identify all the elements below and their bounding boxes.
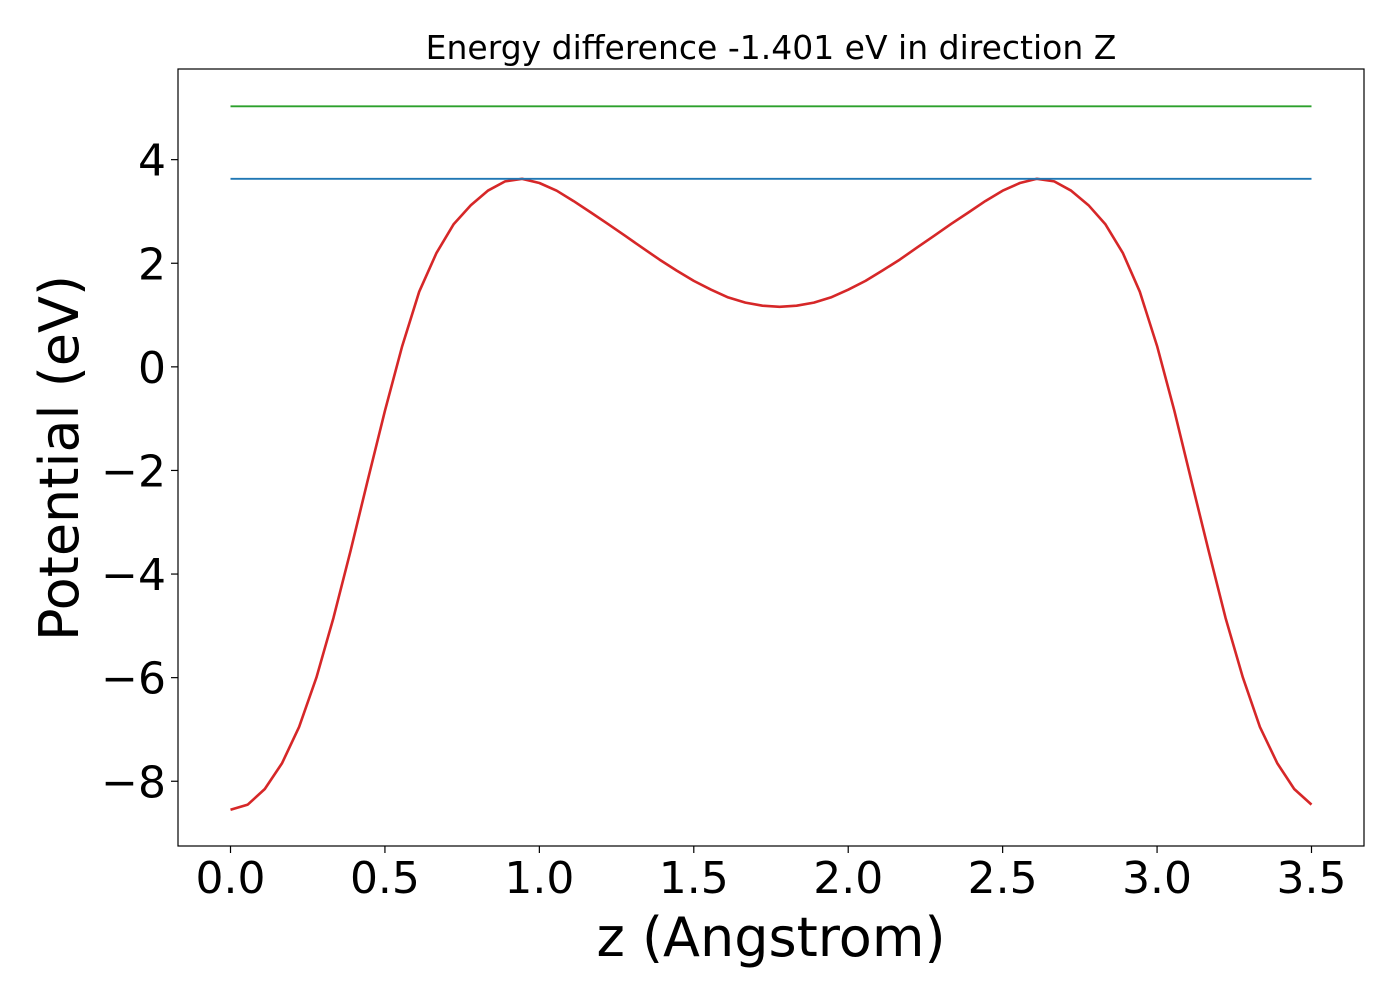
y-tick-label: 4 — [138, 136, 166, 187]
y-tick-label: −8 — [101, 757, 166, 808]
x-tick-label: 3.5 — [1277, 853, 1347, 904]
y-tick-label: −6 — [101, 654, 166, 705]
series-line-0 — [230, 177, 1313, 811]
x-tick-label: 0.0 — [196, 853, 266, 904]
x-tick-label: 2.0 — [813, 853, 883, 904]
x-axis: 0.0 0.5 1.0 1.5 2.0 2.5 3.0 3.5 — [196, 846, 1347, 904]
x-tick-label: 1.5 — [659, 853, 729, 904]
y-tick-label: 0 — [138, 343, 166, 394]
x-axis-label: z (Angstrom) — [596, 906, 945, 969]
plot-frame — [177, 68, 1365, 847]
x-tick-label: 2.5 — [968, 853, 1038, 904]
y-tick-label: −4 — [101, 550, 166, 601]
y-tick-label: 2 — [138, 239, 166, 290]
plot-area — [177, 68, 1365, 847]
y-axis-label: Potential (eV) — [28, 275, 91, 641]
y-axis: −8 −6 −4 −2 0 2 4 — [101, 136, 178, 808]
chart-title: Energy difference -1.401 eV in direction… — [426, 28, 1117, 67]
x-tick-label: 1.0 — [504, 853, 574, 904]
x-tick-label: 3.0 — [1122, 853, 1192, 904]
x-tick-label: 0.5 — [350, 853, 420, 904]
y-tick-label: −2 — [101, 446, 166, 497]
